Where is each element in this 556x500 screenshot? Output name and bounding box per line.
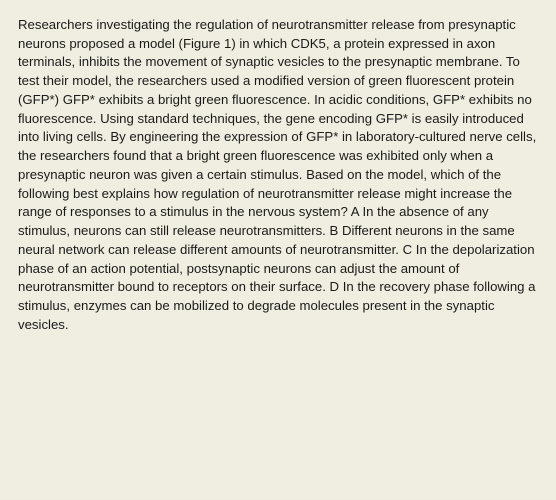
passage-text: Researchers investigating the regulation… [18,16,538,334]
